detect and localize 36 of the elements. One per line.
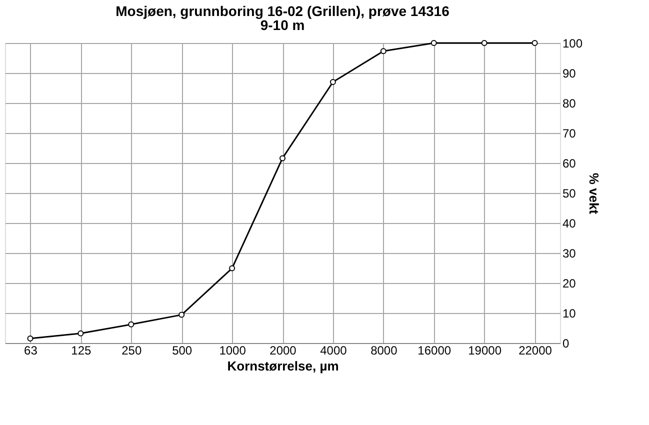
y-axis-title: % vekt xyxy=(586,172,602,215)
point xyxy=(229,265,236,272)
y-tick-label: 80 xyxy=(562,96,576,110)
y-tick-label: 70 xyxy=(562,126,576,140)
x-tick-label: 16000 xyxy=(418,344,452,358)
x-tick-label: 19000 xyxy=(468,344,502,358)
x-tick-label: 2000 xyxy=(270,344,297,358)
y-tick-label: 50 xyxy=(562,186,576,200)
y-tick-label: 90 xyxy=(562,66,576,80)
point xyxy=(380,48,386,54)
x-tick-label: 1000 xyxy=(219,344,246,358)
y-tick-label: 10 xyxy=(562,306,576,320)
point xyxy=(178,312,185,318)
y-tick-label: 40 xyxy=(562,216,576,230)
y-tick-label: 60 xyxy=(562,156,576,170)
point xyxy=(280,155,286,162)
x-tick-label: 500 xyxy=(172,344,192,358)
x-tick-label: 250 xyxy=(122,344,142,358)
point xyxy=(128,321,134,328)
x-tick-label: 63 xyxy=(24,344,38,358)
x-tick-label: 125 xyxy=(71,344,92,358)
x-axis-title: Kornstørrelse, µm xyxy=(227,358,339,374)
x-tick-label: 4000 xyxy=(320,344,348,358)
y-tick-label: 20 xyxy=(562,276,576,290)
point xyxy=(78,330,84,336)
point xyxy=(27,336,34,342)
y-tick-label: 0 xyxy=(562,336,570,350)
y-tick-label: 100 xyxy=(562,36,583,50)
point xyxy=(481,40,488,46)
chart-title: Mosjøen, grunnboring 16-02 (Grillen), prøve 14316 xyxy=(116,3,450,19)
point xyxy=(430,40,437,46)
point xyxy=(532,40,538,46)
y-tick-label: 30 xyxy=(562,246,576,260)
x-tick-label: 22000 xyxy=(518,344,552,358)
point xyxy=(330,79,336,85)
x-tick-label: 8000 xyxy=(370,344,398,358)
